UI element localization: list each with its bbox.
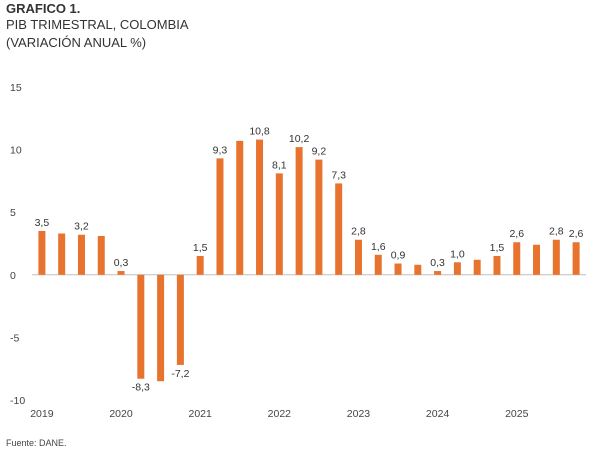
y-tick-label: 0 [10,270,16,282]
data-label: 2,6 [509,228,524,240]
bar [157,274,165,382]
bar [572,242,580,275]
data-label: 7,3 [331,169,346,181]
bar [176,274,184,365]
data-label: 1,0 [450,248,465,260]
y-tick-label: -5 [10,332,19,344]
data-label: -7,2 [171,368,189,380]
data-label: 10,2 [289,133,310,145]
bar [513,242,521,275]
bar [236,140,244,275]
bar [77,234,85,275]
x-year-label: 2024 [426,408,450,420]
data-label: 0,9 [391,250,406,262]
bar [38,230,46,275]
x-year-label: 2025 [505,408,529,420]
bar [117,271,125,275]
bar [58,233,66,275]
data-label: 2,8 [549,226,564,238]
bar [137,274,145,379]
bar [552,239,560,275]
bar [374,254,382,275]
bar [256,139,264,275]
data-label: 1,6 [371,241,386,253]
x-year-label: 2023 [347,408,371,420]
data-label: 0,3 [114,257,129,269]
data-label: 9,2 [312,146,327,158]
data-label: 9,3 [213,144,228,156]
figure-label: GRAFICO 1. [6,1,81,16]
x-year-label: 2020 [109,408,133,420]
bar [453,262,461,275]
bar [473,259,481,275]
x-year-label: 2019 [30,408,54,420]
data-label: -8,3 [132,382,150,394]
data-label: 0,3 [430,257,445,269]
bar [434,271,442,275]
chart-subtitle: (VARIACIÓN ANUAL %) [6,35,147,50]
y-tick-label: 5 [10,207,16,219]
data-label: 1,5 [490,242,505,254]
data-label: 2,6 [569,228,584,240]
data-label: 1,5 [193,242,208,254]
data-label: 3,2 [74,221,89,233]
bar [275,173,283,275]
data-label: 3,5 [35,217,50,229]
bar [295,147,303,275]
bar [394,263,402,275]
y-tick-label: 10 [10,145,22,157]
bar [335,183,343,275]
bar [315,159,323,275]
source-note: Fuente: DANE. [6,438,67,448]
bar [216,158,224,275]
bar [533,244,541,275]
x-year-label: 2022 [268,408,292,420]
bar [196,256,204,275]
y-tick-label: 15 [10,82,22,94]
bar [414,264,422,275]
bar [97,235,105,275]
data-label: 8,1 [272,159,287,171]
chart-title: PIB TRIMESTRAL, COLOMBIA [6,17,189,32]
data-label: 2,8 [351,226,366,238]
x-year-label: 2021 [188,408,212,420]
bar [493,256,501,275]
bar [354,239,362,275]
data-label: 10,8 [249,126,270,138]
y-tick-label: -10 [10,395,25,407]
